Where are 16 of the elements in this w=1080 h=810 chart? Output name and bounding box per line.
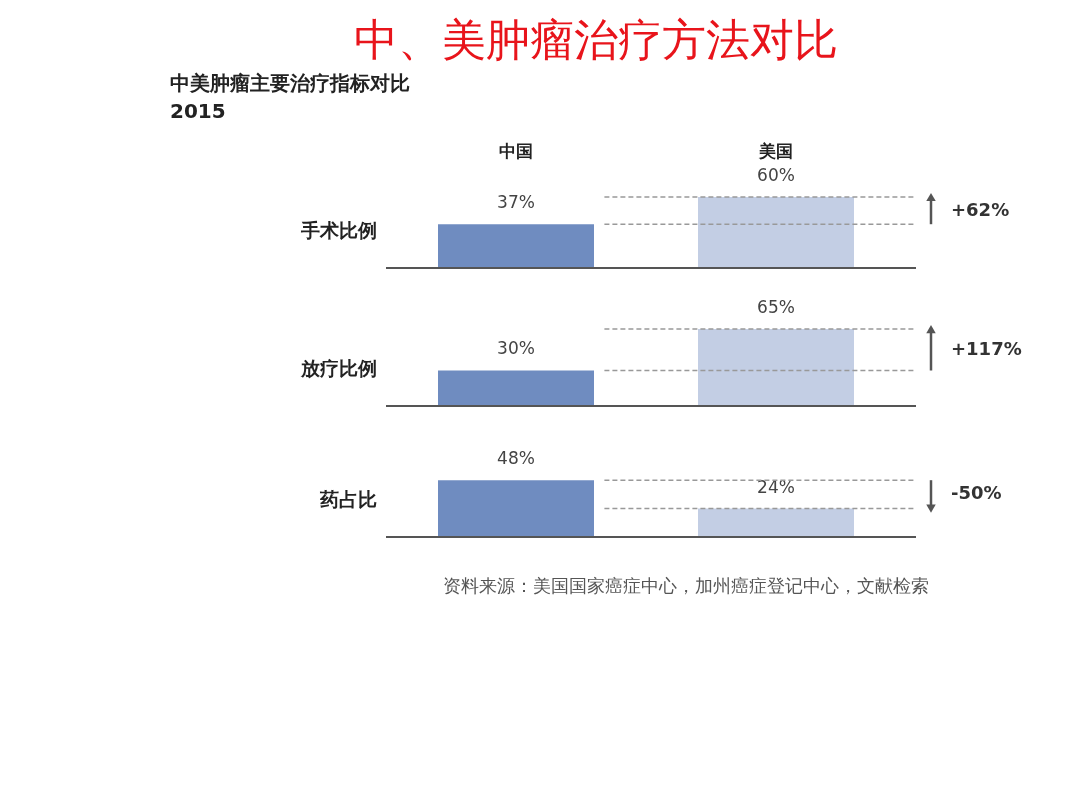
y-axis-title: 放疗比例: [299, 356, 377, 379]
data-label: 37%: [497, 192, 535, 213]
data-label: 60%: [757, 164, 795, 185]
text: +62%: [951, 198, 1010, 220]
chart-subtitle: 中美肿瘤主要治疗指标对比 2015: [170, 71, 410, 123]
chart-title: 中、美肿瘤治疗方法对比: [353, 14, 838, 65]
y-axis-title: 手术比例: [299, 218, 377, 241]
data-label: 48%: [497, 448, 535, 469]
text: +117%: [951, 337, 1022, 359]
x-tick-label: 中国: [499, 140, 533, 161]
x-tick-label: 美国: [758, 140, 793, 161]
text: 资料来源：美国国家癌症中心，加州癌症登记中心，文献检索: [443, 575, 929, 596]
y-axis-title: 药占比: [318, 487, 377, 510]
data-label: 65%: [757, 297, 795, 318]
text: -50%: [951, 482, 1002, 504]
data-label: 30%: [497, 338, 535, 359]
